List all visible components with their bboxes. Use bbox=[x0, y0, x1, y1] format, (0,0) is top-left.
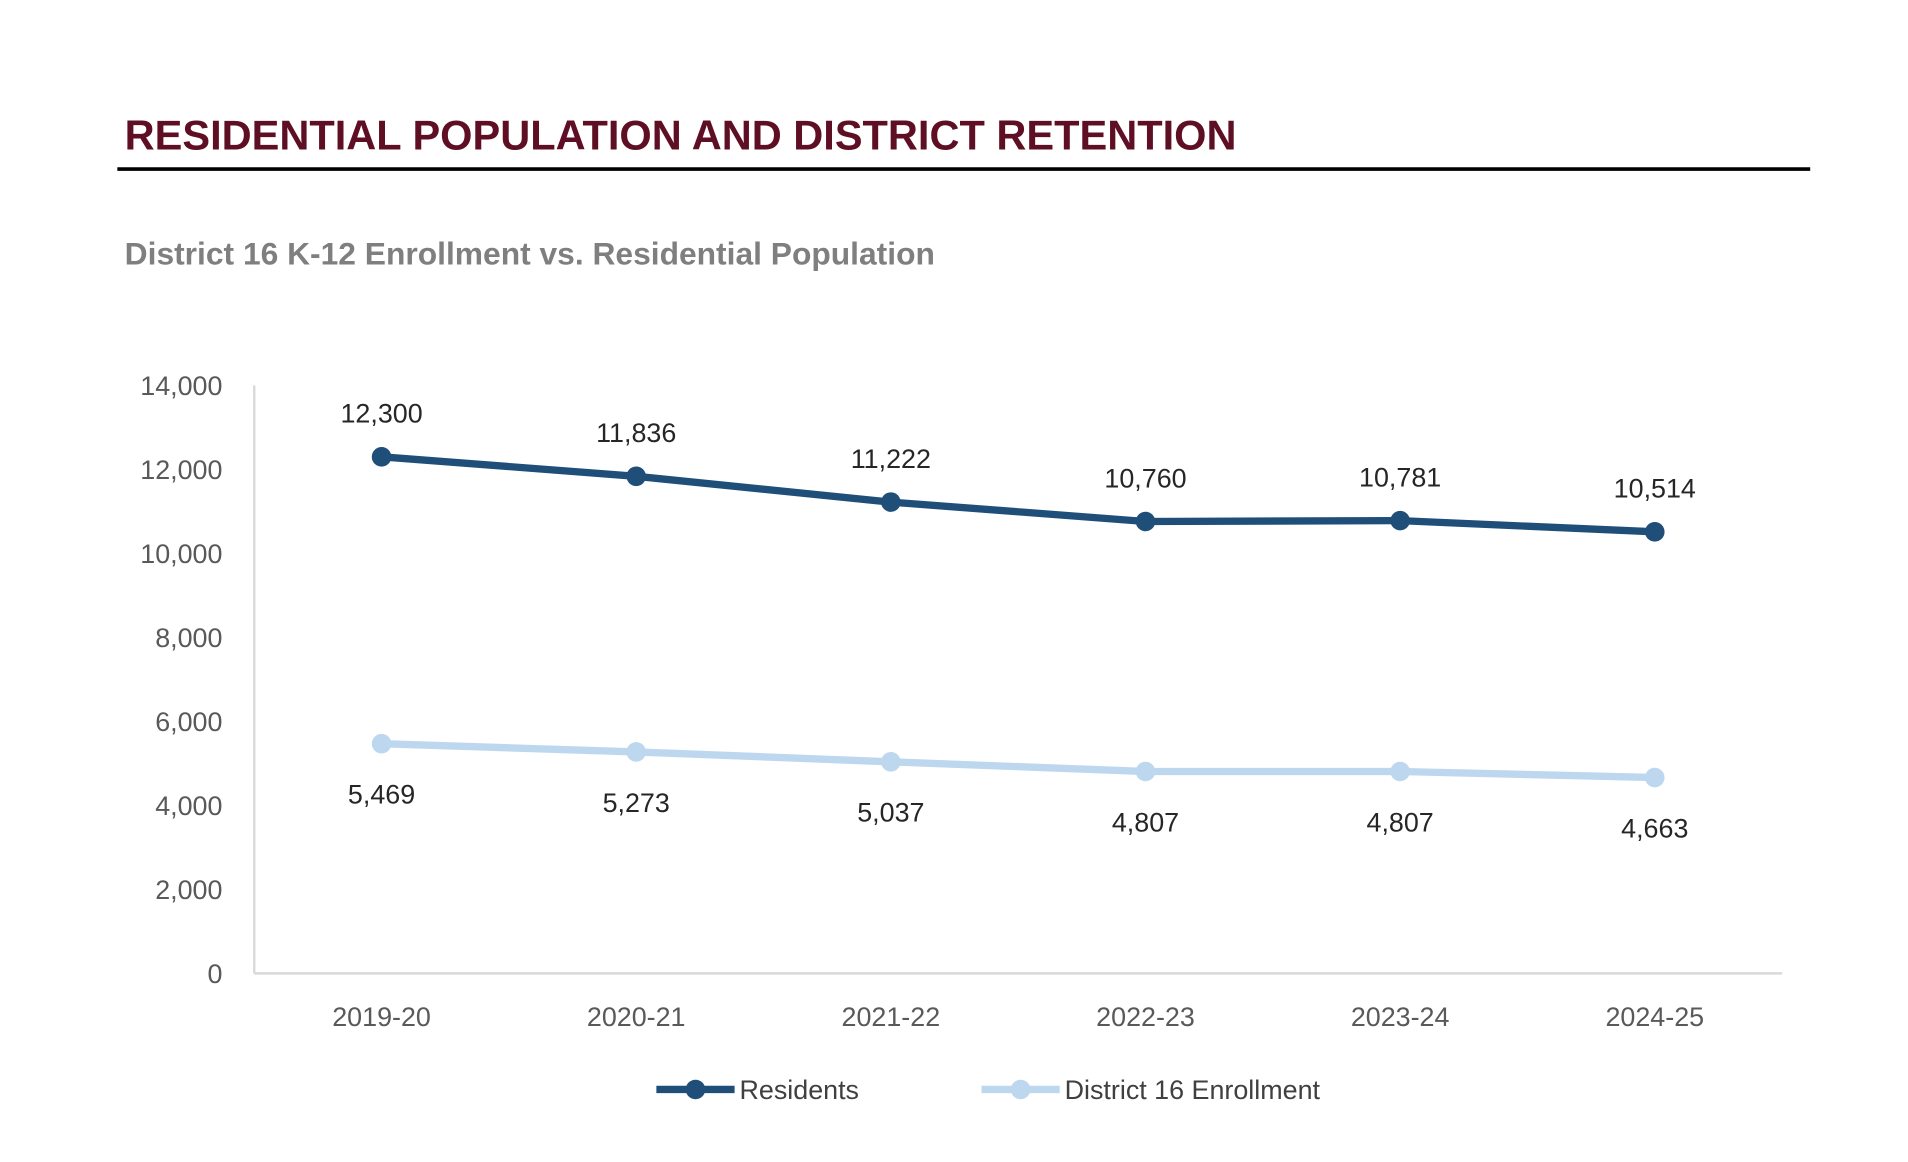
data-point bbox=[1645, 522, 1665, 542]
data-point bbox=[626, 742, 646, 762]
data-point bbox=[1135, 511, 1156, 532]
legend-label: District 16 Enrollment bbox=[1065, 1075, 1321, 1105]
data-label: 11,222 bbox=[851, 444, 931, 474]
data-label: 4,807 bbox=[1367, 807, 1434, 837]
y-tick-label: 4,000 bbox=[155, 791, 222, 821]
data-point bbox=[881, 492, 901, 512]
x-tick-label: 2023-24 bbox=[1351, 1002, 1450, 1032]
x-tick-label: 2024-25 bbox=[1605, 1002, 1704, 1032]
y-tick-label: 10,000 bbox=[140, 539, 222, 569]
y-tick-label: 0 bbox=[208, 959, 223, 989]
data-point bbox=[1135, 761, 1156, 782]
x-tick-label: 2020-21 bbox=[587, 1002, 686, 1032]
chart-title: District 16 K-12 Enrollment vs. Resident… bbox=[125, 235, 935, 271]
data-label: 10,781 bbox=[1359, 462, 1441, 492]
x-tick-label: 2022-23 bbox=[1096, 1002, 1195, 1032]
y-tick-label: 12,000 bbox=[140, 455, 222, 485]
data-label: 5,037 bbox=[857, 798, 924, 828]
data-point bbox=[1390, 761, 1410, 782]
data-label: 10,514 bbox=[1614, 474, 1696, 504]
x-tick-label: 2021-22 bbox=[842, 1002, 941, 1032]
y-tick-label: 14,000 bbox=[140, 371, 222, 401]
data-point bbox=[626, 466, 646, 487]
x-tick-label: 2019-20 bbox=[332, 1002, 431, 1032]
data-point bbox=[1645, 767, 1665, 788]
y-tick-label: 2,000 bbox=[155, 875, 222, 905]
data-label: 5,469 bbox=[348, 780, 415, 810]
data-point bbox=[881, 752, 901, 772]
data-label: 5,273 bbox=[603, 788, 670, 818]
series-line-enrollment bbox=[381, 740, 1655, 782]
legend-marker-icon bbox=[685, 1079, 706, 1100]
legend-label: Residents bbox=[739, 1075, 859, 1105]
data-label: 11,836 bbox=[596, 418, 676, 448]
data-point bbox=[371, 733, 392, 754]
data-point bbox=[371, 447, 392, 467]
y-tick-label: 8,000 bbox=[155, 623, 222, 653]
data-label: 10,760 bbox=[1104, 463, 1186, 493]
legend-marker-icon bbox=[1010, 1079, 1031, 1100]
data-label: 4,807 bbox=[1112, 807, 1179, 837]
line-chart: 0 2,000 4,000 6,000 8,000 10,000 12,000 14,000 2… bbox=[140, 371, 1783, 1105]
data-label: 4,663 bbox=[1621, 813, 1688, 843]
data-label: 12,300 bbox=[340, 399, 422, 429]
page-title: RESIDENTIAL POPULATION AND DISTRICT RETE… bbox=[125, 112, 1237, 159]
y-tick-label: 6,000 bbox=[155, 707, 222, 737]
series-line-residents bbox=[381, 453, 1655, 536]
data-point bbox=[1390, 510, 1410, 531]
